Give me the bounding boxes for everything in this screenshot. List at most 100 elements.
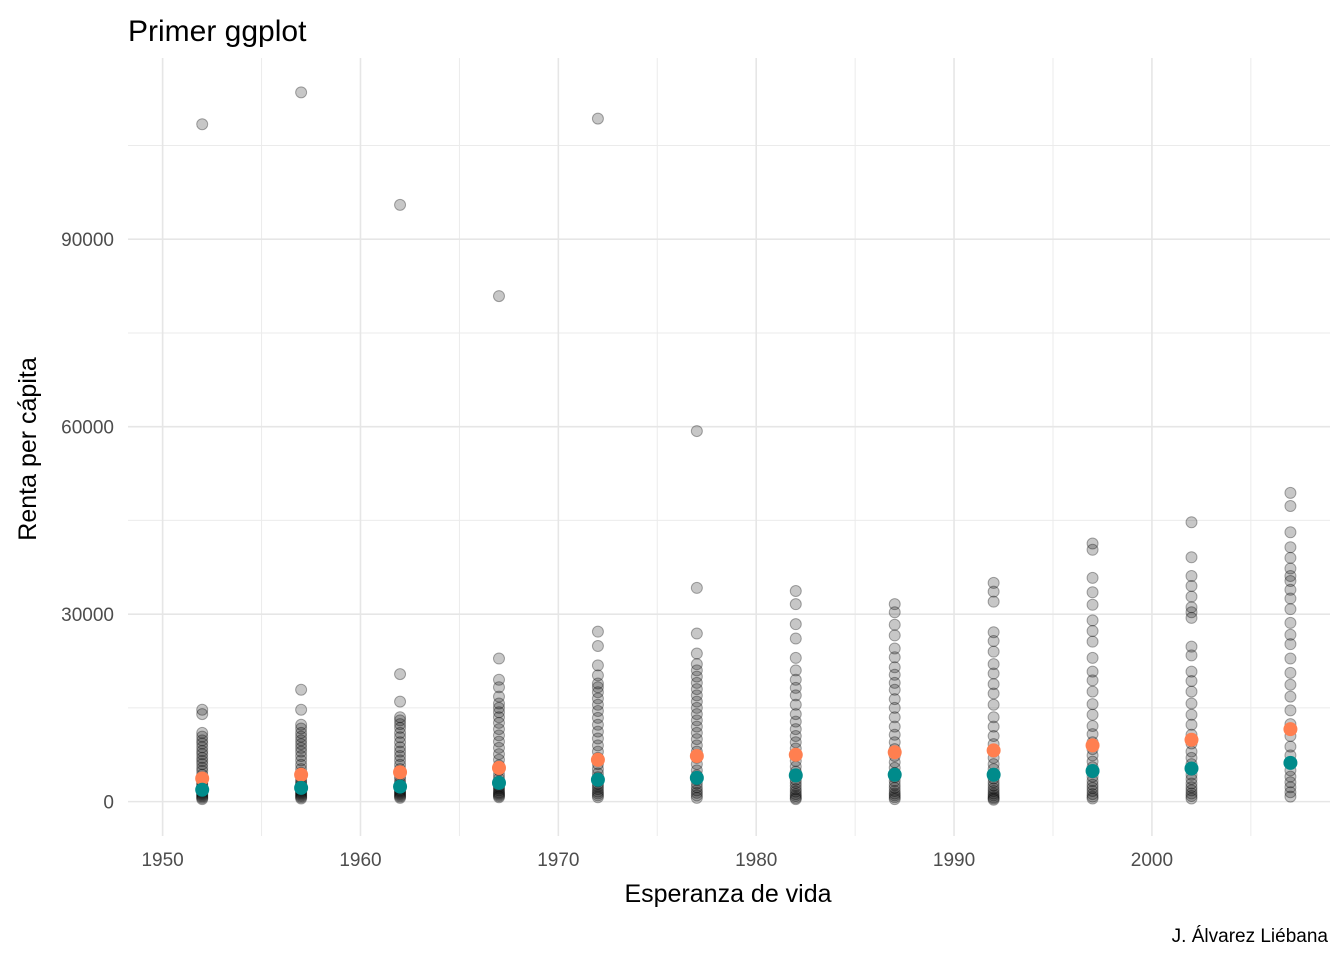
data-point (888, 781, 901, 794)
data-point (295, 726, 308, 739)
y-tick-label: 90000 (61, 230, 114, 251)
summary-point (788, 747, 803, 762)
data-point (1284, 786, 1297, 799)
x-tick-label: 1960 (339, 850, 381, 871)
data-point (1185, 784, 1198, 797)
data-point (690, 683, 703, 696)
data-point (1185, 516, 1198, 529)
y-tick-label: 0 (103, 793, 114, 814)
data-point (1086, 571, 1099, 584)
data-point (690, 664, 703, 677)
data-point (1284, 666, 1297, 679)
data-point (591, 640, 604, 653)
data-point (591, 732, 604, 745)
summary-point (689, 749, 704, 764)
data-point (987, 687, 1000, 700)
x-tick-label: 2000 (1131, 850, 1173, 871)
data-point (394, 736, 407, 749)
data-point (1086, 792, 1099, 805)
data-point (789, 618, 802, 631)
data-point (196, 730, 209, 743)
data-point (591, 625, 604, 638)
data-point (1185, 590, 1198, 603)
data-point (1284, 592, 1297, 605)
data-point (492, 711, 505, 724)
data-point (591, 698, 604, 711)
data-point (789, 632, 802, 645)
data-point (394, 668, 407, 681)
y-axis-title: Renta per cápita (14, 357, 42, 541)
data-point (1284, 486, 1297, 499)
data-point (987, 785, 1000, 798)
data-point (295, 718, 308, 731)
y-tick-label: 60000 (61, 418, 114, 439)
data-point (690, 701, 703, 714)
data-point (492, 681, 505, 694)
data-point (295, 730, 308, 743)
data-point (492, 790, 505, 803)
data-point (1086, 537, 1099, 550)
data-point (492, 735, 505, 748)
summary-point (1283, 722, 1298, 737)
data-point (789, 791, 802, 804)
data-point (1284, 541, 1297, 554)
data-point (295, 754, 308, 767)
data-point (690, 676, 703, 689)
data-point (888, 629, 901, 642)
data-point (591, 686, 604, 699)
data-point (591, 681, 604, 694)
data-point (394, 750, 407, 763)
raw-points (196, 86, 1297, 806)
data-point (1086, 598, 1099, 611)
data-point (789, 708, 802, 721)
data-point (295, 703, 308, 716)
data-point (1185, 718, 1198, 731)
data-point (196, 755, 209, 768)
data-point (789, 788, 802, 801)
data-point (1086, 785, 1099, 798)
data-point (196, 751, 209, 764)
data-point (591, 718, 604, 731)
data-point (591, 725, 604, 738)
summary-point (887, 745, 902, 760)
data-point (690, 726, 703, 739)
data-point (1284, 638, 1297, 651)
summary-point (1283, 755, 1298, 770)
data-point (492, 741, 505, 754)
data-point (987, 667, 1000, 680)
summary-point (788, 768, 803, 783)
data-point (987, 635, 1000, 648)
data-point (1086, 685, 1099, 698)
data-point (1086, 720, 1099, 733)
data-point (295, 738, 308, 751)
data-point (295, 734, 308, 747)
data-point (690, 689, 703, 702)
data-point (492, 690, 505, 703)
data-point (888, 668, 901, 681)
data-point (888, 711, 901, 724)
data-point (987, 658, 1000, 671)
summary-point (1184, 732, 1199, 747)
data-point (492, 748, 505, 761)
data-point (394, 741, 407, 754)
data-point (690, 647, 703, 660)
data-point (1284, 740, 1297, 753)
data-point (196, 758, 209, 771)
data-point (987, 626, 1000, 639)
data-point (1185, 697, 1198, 710)
data-point (394, 726, 407, 739)
data-point (591, 739, 604, 752)
data-point (789, 585, 802, 598)
data-point (690, 425, 703, 438)
data-point (394, 198, 407, 211)
data-point (196, 737, 209, 750)
data-point (690, 733, 703, 746)
chart-title: Primer ggplot (128, 15, 307, 48)
data-point (1185, 787, 1198, 800)
data-point (987, 585, 1000, 598)
data-point (789, 785, 802, 798)
data-point (1086, 708, 1099, 721)
summary-point (393, 765, 408, 780)
data-point (492, 729, 505, 742)
data-point (690, 627, 703, 640)
